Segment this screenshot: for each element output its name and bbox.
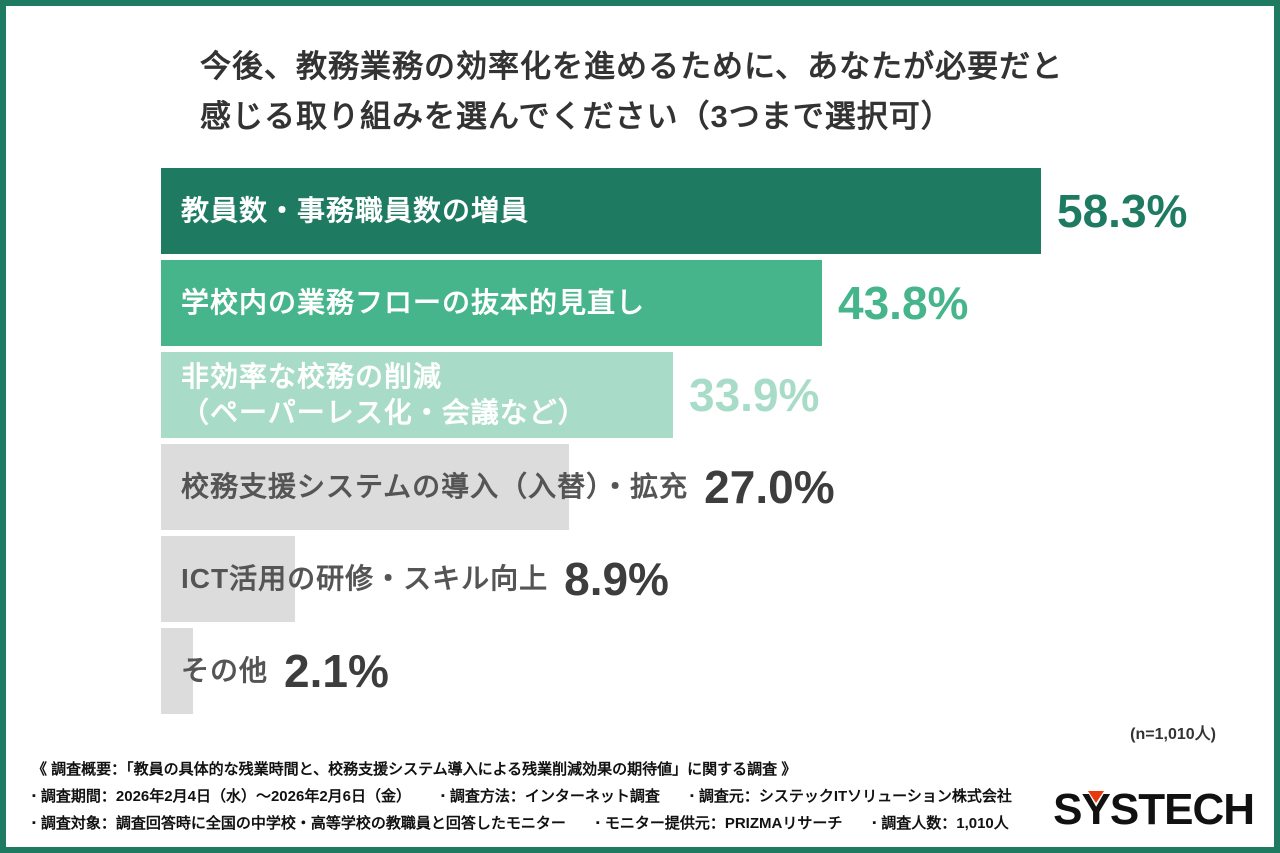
sample-size-note: (n=1,010人) — [1130, 726, 1216, 744]
bar-label: ICT活用の研修・スキル向上 — [181, 563, 549, 595]
bar-fill — [161, 628, 193, 715]
bar-fill — [161, 536, 295, 623]
bar-label: 教員数・事務職員数の増員 — [181, 195, 530, 227]
bar-label-zone: 学校内の業務フローの抜本的見直し — [161, 285, 822, 321]
bar-label-zone: ICT活用の研修・スキル向上 — [161, 561, 548, 597]
bar-value: 33.9% — [689, 369, 820, 422]
bar-value: 8.9% — [564, 553, 669, 606]
bar-row: 学校内の業務フローの抜本的見直し 43.8% — [161, 260, 1271, 347]
bar-value: 27.0% — [704, 461, 835, 514]
bar-label: 校務支援システムの導入（入替）・拡充 — [181, 471, 689, 503]
bar-value: 2.1% — [284, 645, 389, 698]
bar-chart: 教員数・事務職員数の増員 58.3% 学校内の業務フローの抜本的見直し 43.8% 非効… — [161, 168, 1271, 715]
bar-row: 非効率な校務の削減 （ペーパーレス化・会議など） 33.9% — [161, 352, 1271, 439]
square-bullet-icon: ▪ — [441, 790, 445, 802]
square-bullet-icon: ▪ — [32, 790, 36, 802]
bar-value: 58.3% — [1057, 185, 1188, 238]
square-bullet-icon: ▪ — [872, 817, 877, 829]
logo-letter-y: Y — [1081, 785, 1111, 834]
logo-triangle-icon — [1087, 791, 1104, 803]
bar-fill — [161, 444, 569, 531]
bar-label: 学校内の業務フローの抜本的見直し — [181, 287, 646, 319]
footer-item: ▪ 調査期間：2026年2月4日（水）〜2026年2月6日（金） — [32, 788, 412, 805]
page-title-line-2: 感じる取り組みを選んでください（3つまで選択可） — [200, 99, 953, 135]
page-title-line-1: 今後、教務業務の効率化を進めるために、あなたが必要だと — [200, 49, 1064, 84]
survey-footer: 《 調査概要：「教員の具体的な残業時間と、校務支援システム導入による残業削減効果… — [32, 756, 1042, 837]
bar-value: 43.8% — [838, 277, 969, 330]
survey-summary: 《 調査概要：「教員の具体的な残業時間と、校務支援システム導入による残業削減効果… — [32, 761, 797, 778]
bar-label-zone: 非効率な校務の削減 （ペーパーレス化・会議など） — [161, 359, 673, 432]
bar-label-zone: 校務支援システムの導入（入替）・拡充 — [161, 469, 688, 505]
footer-item: ▪ 調査方法：インターネット調査 — [441, 788, 660, 805]
bar-label-zone: その他 — [161, 653, 268, 689]
survey-footer-line-2: ▪ 調査期間：2026年2月4日（水）〜2026年2月6日（金） ▪ 調査方法：インタ… — [32, 783, 1042, 810]
footer-item: ▪ モニター提供元：PRIZMAリサーチ — [595, 815, 843, 832]
bar-label: （ペーパーレス化・会議など） — [181, 397, 587, 429]
square-bullet-icon: ▪ — [32, 817, 36, 829]
systech-logo: SY STECH — [1053, 785, 1255, 835]
bar-row: 校務支援システムの導入（入替）・拡充 27.0% — [161, 444, 1271, 531]
bar-label: 非効率な校務の削減 — [181, 361, 443, 393]
bar-fill — [161, 168, 1041, 255]
bar-row: ICT活用の研修・スキル向上 8.9% — [161, 536, 1271, 623]
page-title: 今後、教務業務の効率化を進めるために、あなたが必要だと 感じる取り組みを選んでく… — [200, 42, 1080, 142]
bar-fill — [161, 352, 673, 439]
footer-item: ▪ 調査人数：1,010人 — [872, 815, 1009, 832]
bar-row: 教員数・事務職員数の増員 58.3% — [161, 168, 1271, 255]
bar-row: その他 2.1% — [161, 628, 1271, 715]
footer-item: ▪ 調査元：システックITソリューション株式会社 — [689, 788, 1012, 805]
logo-letter: S — [1053, 785, 1082, 834]
footer-item: ▪ 調査対象：調査回答時に全国の中学校・高等学校の教職員と回答したモニター — [32, 815, 566, 832]
survey-footer-line-3: ▪ 調査対象：調査回答時に全国の中学校・高等学校の教職員と回答したモニター ▪ モニタ… — [32, 810, 1042, 837]
square-bullet-icon: ▪ — [595, 817, 600, 829]
logo-letters: STECH — [1109, 785, 1255, 834]
bar-fill — [161, 260, 822, 347]
square-bullet-icon: ▪ — [689, 790, 694, 802]
bar-label-zone: 教員数・事務職員数の増員 — [161, 193, 1041, 229]
bar-label: その他 — [181, 655, 269, 687]
